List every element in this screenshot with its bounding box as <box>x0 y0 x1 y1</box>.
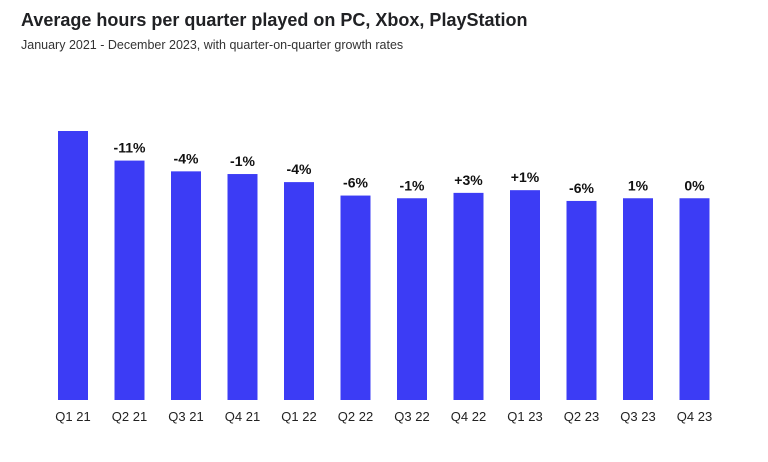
bar <box>284 182 314 400</box>
data-label: +3% <box>454 172 483 188</box>
data-label: -6% <box>343 175 368 191</box>
x-tick-label: Q1 23 <box>507 409 542 424</box>
bar <box>566 200 597 400</box>
bar <box>679 198 710 400</box>
bar <box>114 160 145 400</box>
bar <box>58 131 88 400</box>
bar <box>397 198 427 400</box>
x-tick-labels-group: Q1 21 Q2 21 Q3 21 Q4 21 Q1 22 Q2 22 Q3 22 Q4 22… <box>55 409 712 424</box>
chart-title: Average hours per quarter played on PC, … <box>21 10 528 30</box>
data-label: -6% <box>569 180 594 196</box>
x-tick-label: Q2 23 <box>564 409 599 424</box>
x-tick-label: Q3 22 <box>394 409 429 424</box>
bar <box>510 190 540 400</box>
x-tick-label: Q3 21 <box>168 409 203 424</box>
x-tick-label: Q3 23 <box>620 409 655 424</box>
x-tick-label: Q1 21 <box>55 409 90 424</box>
data-label: -1% <box>400 177 425 193</box>
data-label: -4% <box>287 161 312 177</box>
x-tick-label: Q1 22 <box>281 409 316 424</box>
data-labels-group: -11% -4% -1% -4% -6% -1% +3% +1% -6% 1% 0% <box>114 140 706 196</box>
data-label: -1% <box>230 153 255 169</box>
bar <box>623 198 653 400</box>
data-label: 0% <box>684 177 705 193</box>
data-label: -4% <box>174 150 199 166</box>
data-label: +1% <box>511 169 540 185</box>
bar <box>227 174 258 400</box>
data-label: 1% <box>628 177 649 193</box>
bar <box>453 192 484 400</box>
data-label: -11% <box>114 140 146 156</box>
x-tick-label: Q4 23 <box>677 409 712 424</box>
bar <box>340 195 371 400</box>
chart-subtitle: January 2021 - December 2023, with quart… <box>21 38 404 52</box>
bar <box>171 171 201 400</box>
x-tick-label: Q2 22 <box>338 409 373 424</box>
x-tick-label: Q2 21 <box>112 409 147 424</box>
x-tick-label: Q4 22 <box>451 409 486 424</box>
bars-group <box>58 131 710 400</box>
x-tick-label: Q4 21 <box>225 409 260 424</box>
